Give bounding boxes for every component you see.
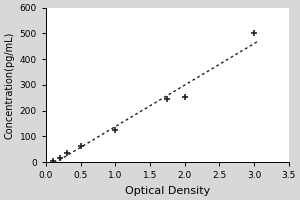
Y-axis label: Concentration(pg/mL): Concentration(pg/mL) [4, 31, 14, 139]
X-axis label: Optical Density: Optical Density [125, 186, 210, 196]
